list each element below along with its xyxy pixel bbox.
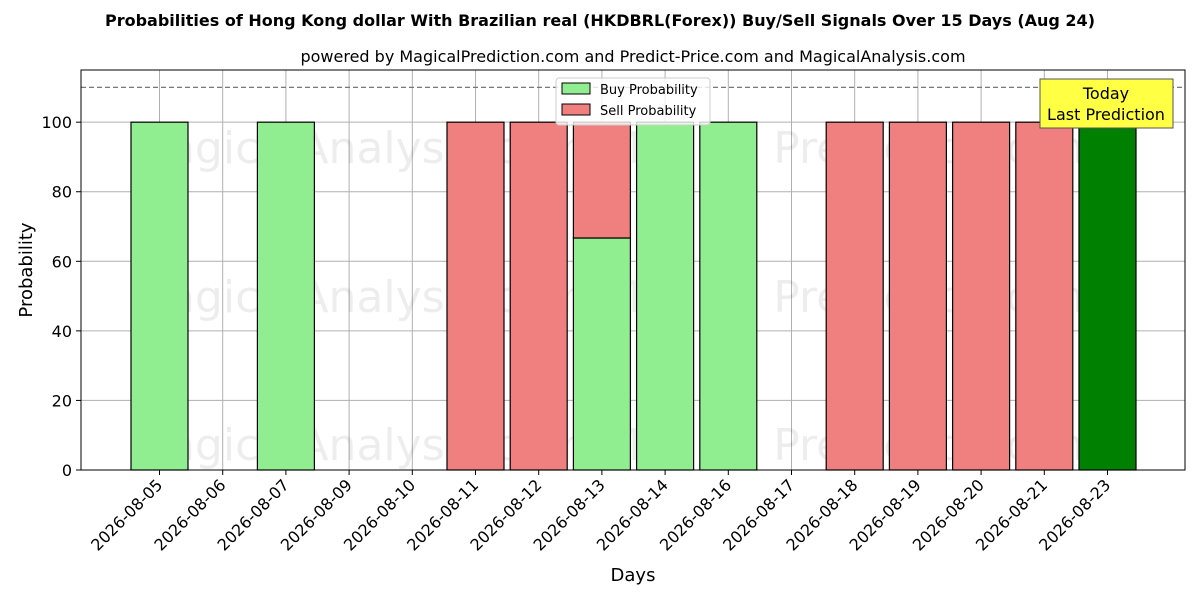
y-tick-label: 40 xyxy=(52,322,72,341)
bar-sell xyxy=(825,121,884,471)
legend-label-buy: Buy Probability xyxy=(600,83,698,98)
today-annotation-box xyxy=(1039,78,1174,129)
y-tick-label: 0 xyxy=(62,461,72,480)
plot-frame xyxy=(80,69,1186,471)
y-tick-label: 20 xyxy=(52,391,72,410)
legend-box xyxy=(555,77,711,126)
legend: Buy Probability Sell Probability xyxy=(555,77,711,126)
bar-sell xyxy=(951,121,1011,471)
bar-buy xyxy=(699,121,758,471)
bar-sell xyxy=(1015,121,1074,471)
bar-buy xyxy=(635,121,695,471)
chart-subtitle: powered by MagicalPrediction.com and Pre… xyxy=(300,47,965,66)
bar-sell xyxy=(509,121,568,471)
y-axis-label: Probability xyxy=(16,222,37,317)
bar-buy xyxy=(1078,121,1137,471)
y-tick-label: 100 xyxy=(41,113,72,132)
legend-label-sell: Sell Probability xyxy=(600,104,697,119)
bars xyxy=(130,121,1137,471)
today-annotation-line2: Last Prediction xyxy=(1047,105,1165,124)
today-annotation: Today Last Prediction xyxy=(1039,78,1174,129)
x-axis-ticks: 2026-08-052026-08-062026-08-072026-08-09… xyxy=(87,470,1114,555)
bar-buy xyxy=(130,121,189,471)
x-axis-label: Days xyxy=(611,565,656,586)
legend-swatch-sell xyxy=(561,103,591,116)
y-tick-label: 80 xyxy=(52,183,72,202)
bar-sell xyxy=(888,121,948,471)
chart-title: Probabilities of Hong Kong dollar With B… xyxy=(105,11,1095,30)
y-tick-label: 60 xyxy=(52,252,72,271)
y-axis-ticks: 0 20 40 60 80 100 xyxy=(41,113,81,480)
bar-sell xyxy=(446,121,505,471)
bar-buy xyxy=(572,237,632,471)
bar-sell xyxy=(572,121,632,239)
bar-buy xyxy=(256,121,315,471)
today-annotation-line1: Today xyxy=(1082,84,1129,103)
legend-swatch-buy xyxy=(561,82,591,95)
